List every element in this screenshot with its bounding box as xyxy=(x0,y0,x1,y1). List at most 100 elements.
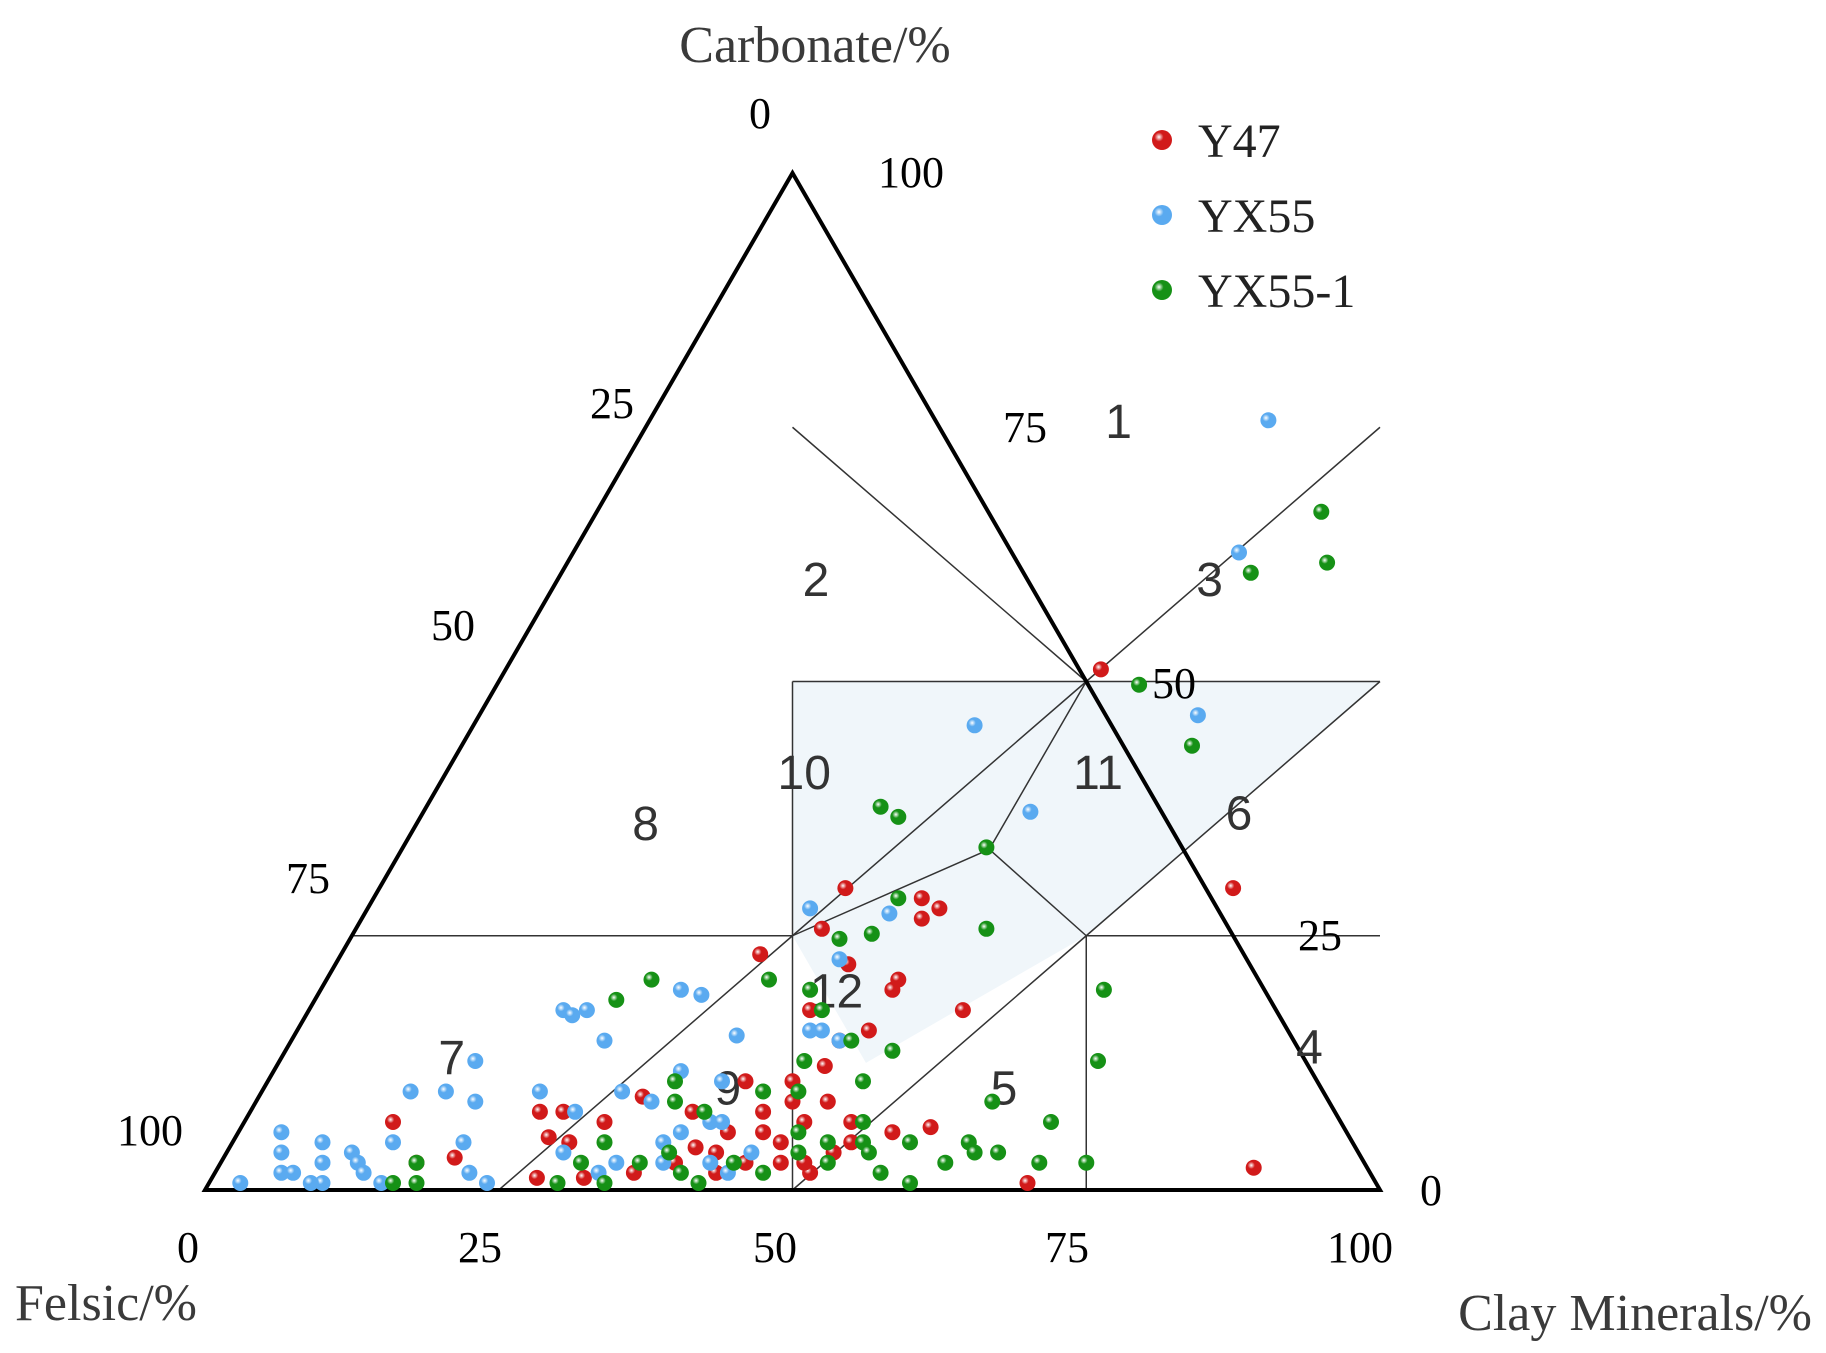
data-point-yx55-1 xyxy=(549,1175,566,1191)
bottom-tick-label: 0 xyxy=(177,1223,199,1272)
data-point-y47 xyxy=(843,1134,860,1151)
data-point-y47 xyxy=(884,1124,901,1141)
zone-label: 11 xyxy=(1073,747,1123,800)
right-tick-label: 100 xyxy=(878,148,944,197)
left-tick-label: 100 xyxy=(117,1106,183,1155)
left-tick-label: 50 xyxy=(431,601,475,650)
data-point-yx55-1 xyxy=(1184,737,1200,754)
data-point-yx55 xyxy=(1022,803,1039,820)
data-point-yx55-1 xyxy=(813,1002,830,1019)
top-axis-title: Carbonate/% xyxy=(679,17,950,74)
data-point-yx55 xyxy=(467,1093,484,1110)
data-point-y47 xyxy=(816,1058,833,1074)
left-tick-label: 75 xyxy=(286,854,330,903)
data-point-yx55-1 xyxy=(690,1175,707,1191)
data-point-yx55 xyxy=(596,1032,613,1049)
data-point-yx55-1 xyxy=(790,1124,807,1141)
data-point-yx55-1 xyxy=(855,1114,871,1130)
data-point-yx55-1 xyxy=(1313,503,1330,520)
data-point-yx55 xyxy=(355,1164,372,1181)
data-point-y47 xyxy=(1225,880,1242,897)
data-point-yx55-1 xyxy=(408,1175,425,1191)
data-point-yx55 xyxy=(608,1154,625,1171)
data-point-yx55 xyxy=(831,1032,848,1049)
data-point-yx55-1 xyxy=(596,1175,613,1191)
data-point-yx55 xyxy=(385,1134,401,1151)
data-point-yx55 xyxy=(437,1083,454,1100)
zone-boundary-line xyxy=(988,681,1087,850)
data-point-yx55-1 xyxy=(902,1175,918,1191)
data-point-yx55-1 xyxy=(978,920,995,937)
tick-labels: 0 25 50 75 100 0 25 50 75 100 0 25 50 75 100 xyxy=(117,89,1442,1272)
data-point-yx55-1 xyxy=(790,1083,807,1100)
data-point-yx55-1 xyxy=(696,1103,713,1120)
data-point-yx55-1 xyxy=(755,1083,772,1100)
data-point-yx55-1 xyxy=(872,798,889,815)
data-point-yx55 xyxy=(802,900,819,917)
data-point-yx55-1 xyxy=(831,930,848,947)
data-point-yx55 xyxy=(672,1124,689,1141)
triangle-outline xyxy=(201,169,1384,1192)
zone-label: 10 xyxy=(778,747,831,800)
data-point-y47 xyxy=(446,1149,463,1166)
zone-boundary-line xyxy=(792,848,990,937)
data-point-yx55 xyxy=(881,905,898,922)
data-point-yx55-1 xyxy=(978,839,995,856)
data-point-yx55 xyxy=(672,981,689,998)
zone-boundary-line xyxy=(988,848,1087,937)
data-point-y47 xyxy=(1019,1175,1036,1191)
data-point-yx55-1 xyxy=(755,1164,772,1181)
data-point-yx55-1 xyxy=(855,1073,871,1090)
zone-label: 8 xyxy=(632,798,659,851)
legend-marker xyxy=(1152,280,1172,300)
data-point-yx55 xyxy=(314,1154,331,1171)
data-point-yx55-1 xyxy=(902,1134,918,1151)
data-point-y47 xyxy=(772,1154,789,1171)
legend-label: Y47 xyxy=(1198,115,1281,168)
data-point-y47 xyxy=(687,1139,704,1156)
data-point-yx55 xyxy=(461,1164,478,1181)
data-point-yx55 xyxy=(614,1083,631,1100)
data-point-y47 xyxy=(884,981,901,998)
shaded-zone xyxy=(792,681,1380,1063)
data-point-yx55 xyxy=(273,1124,290,1141)
data-point-y47 xyxy=(684,1103,701,1120)
zone-label: 4 xyxy=(1296,1022,1323,1075)
data-point-y47 xyxy=(843,1114,860,1130)
data-point-yx55-1 xyxy=(790,1144,807,1161)
data-point-yx55-1 xyxy=(990,1144,1007,1161)
right-tick-label: 75 xyxy=(1003,403,1047,452)
legend-marker xyxy=(1152,130,1172,150)
data-point-yx55-1 xyxy=(1078,1154,1095,1171)
right-axis-title: Clay Minerals/% xyxy=(1458,1285,1812,1342)
data-point-yx55-1 xyxy=(761,971,777,988)
data-point-yx55 xyxy=(714,1073,730,1090)
bottom-tick-label: 25 xyxy=(458,1223,502,1272)
data-point-yx55 xyxy=(813,1022,830,1039)
data-point-yx55-1 xyxy=(643,971,660,988)
data-point-yx55 xyxy=(455,1134,472,1151)
zone-boundary-line xyxy=(498,935,793,1191)
data-point-yx55 xyxy=(373,1175,390,1191)
data-point-y47 xyxy=(752,946,769,963)
zone-boundary-line xyxy=(1085,680,1381,937)
data-point-y47 xyxy=(755,1124,772,1141)
data-point-y47 xyxy=(737,1073,754,1090)
data-point-yx55 xyxy=(1189,707,1206,724)
right-tick-label: 0 xyxy=(1420,1166,1442,1215)
left-tick-label: 25 xyxy=(590,379,634,428)
data-point-yx55-1 xyxy=(863,925,880,942)
bottom-tick-label: 50 xyxy=(753,1223,797,1272)
data-point-yx55-1 xyxy=(843,1032,860,1049)
bottom-tick-label: 100 xyxy=(1327,1223,1393,1272)
bottom-tick-label: 75 xyxy=(1045,1223,1089,1272)
zone-label: 2 xyxy=(803,554,830,607)
data-point-yx55-1 xyxy=(596,1134,613,1151)
data-point-yx55-1 xyxy=(667,1093,683,1110)
data-point-yx55-1 xyxy=(385,1175,401,1191)
data-point-yx55 xyxy=(1231,544,1247,561)
data-point-yx55-1 xyxy=(1319,554,1336,571)
data-point-yx55 xyxy=(314,1175,331,1191)
data-point-y47 xyxy=(528,1169,545,1186)
data-point-y47 xyxy=(772,1134,789,1151)
